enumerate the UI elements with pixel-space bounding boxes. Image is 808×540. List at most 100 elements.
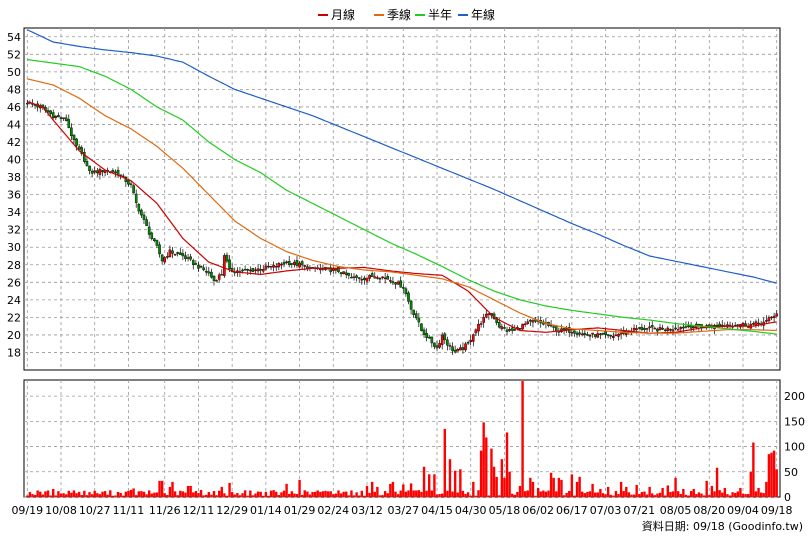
candle bbox=[274, 262, 278, 272]
volume-bar bbox=[661, 487, 664, 497]
candle-body bbox=[570, 331, 574, 334]
candle bbox=[414, 310, 418, 321]
candle bbox=[140, 208, 143, 218]
candle bbox=[217, 272, 221, 283]
volume-bar bbox=[300, 494, 304, 497]
volume-bar bbox=[168, 486, 172, 497]
candle-body bbox=[578, 332, 581, 335]
candle-body bbox=[119, 174, 122, 176]
candle-body bbox=[344, 272, 348, 275]
volume-tick-label: 100 bbox=[784, 441, 805, 454]
volume-bar bbox=[438, 494, 441, 497]
volume-bar bbox=[664, 495, 667, 497]
volume-bar bbox=[321, 491, 325, 497]
volume-bar bbox=[212, 491, 216, 497]
candle-body bbox=[111, 170, 115, 173]
candle-body bbox=[116, 169, 120, 175]
price-tick-label: 32 bbox=[7, 224, 21, 237]
candle-body bbox=[446, 339, 449, 346]
volume-bar bbox=[389, 483, 392, 497]
candle-body bbox=[350, 276, 353, 279]
price-tick-label: 48 bbox=[7, 83, 21, 96]
candle bbox=[578, 330, 581, 337]
volume-bar bbox=[461, 490, 465, 497]
volume-bar bbox=[290, 491, 293, 497]
candle bbox=[365, 277, 369, 286]
volume-bar bbox=[205, 494, 208, 497]
candle-body bbox=[168, 249, 172, 257]
volume-bar bbox=[775, 469, 778, 497]
volume-bar bbox=[697, 492, 701, 497]
candle bbox=[430, 336, 434, 348]
candle bbox=[207, 267, 211, 277]
volume-bar bbox=[599, 488, 602, 497]
candle bbox=[49, 110, 52, 117]
candle bbox=[552, 324, 555, 332]
volume-bar bbox=[329, 491, 332, 497]
candle-body bbox=[456, 349, 460, 352]
volume-bar bbox=[469, 495, 472, 497]
candle bbox=[282, 259, 286, 268]
candle-body bbox=[479, 323, 483, 325]
candle bbox=[446, 336, 449, 351]
candle-body bbox=[272, 264, 275, 268]
candle-body bbox=[334, 268, 338, 271]
volume-bar bbox=[741, 493, 745, 497]
candle-body bbox=[495, 317, 498, 323]
volume-bar bbox=[744, 494, 747, 497]
candle bbox=[453, 345, 457, 354]
candle-body bbox=[331, 268, 335, 271]
candle bbox=[674, 323, 677, 330]
candle bbox=[632, 324, 636, 333]
candle-body bbox=[531, 320, 535, 323]
volume-bar bbox=[526, 490, 529, 497]
volume-bar bbox=[368, 492, 371, 497]
candle-body bbox=[552, 326, 555, 328]
candle bbox=[127, 179, 130, 187]
candle-body bbox=[51, 112, 55, 118]
candle-body bbox=[503, 327, 506, 329]
volume-bar bbox=[220, 486, 223, 497]
price-tick-label: 46 bbox=[7, 101, 21, 114]
candle-body bbox=[62, 117, 65, 119]
candle bbox=[251, 268, 255, 273]
candle-body bbox=[580, 333, 584, 336]
candle-body bbox=[166, 256, 169, 258]
candle-body bbox=[155, 240, 159, 246]
candle-body bbox=[484, 313, 488, 318]
x-tick-label: 11/26 bbox=[149, 504, 181, 517]
candle-body bbox=[409, 300, 413, 310]
candle-body bbox=[90, 170, 94, 174]
volume-bar bbox=[391, 481, 395, 497]
candle bbox=[396, 280, 400, 285]
volume-bar bbox=[243, 490, 247, 497]
candle-body bbox=[469, 339, 473, 342]
x-tick-label: 03/12 bbox=[351, 504, 383, 517]
candle bbox=[612, 332, 615, 341]
candle bbox=[80, 145, 84, 156]
candle-body bbox=[744, 323, 747, 327]
volume-bar bbox=[713, 491, 716, 497]
volume-bar bbox=[593, 492, 597, 497]
legend-label-monthly: 月線 bbox=[331, 7, 355, 22]
volume-bar bbox=[184, 492, 187, 497]
volume-bar bbox=[456, 492, 459, 497]
candle-body bbox=[225, 254, 229, 262]
candle bbox=[189, 253, 192, 262]
candle bbox=[243, 265, 247, 271]
candle-body bbox=[741, 322, 745, 327]
candle bbox=[373, 272, 377, 279]
candle-body bbox=[612, 336, 615, 339]
candle bbox=[529, 318, 532, 326]
candle-body bbox=[404, 288, 408, 295]
candle bbox=[381, 276, 384, 280]
volume-bar bbox=[708, 495, 711, 497]
volume-bar bbox=[555, 491, 558, 497]
candle bbox=[280, 262, 283, 270]
volume-bar bbox=[215, 495, 218, 497]
candle-body bbox=[451, 346, 454, 352]
candle bbox=[300, 259, 304, 270]
candle bbox=[661, 324, 664, 331]
candle-body bbox=[676, 329, 680, 331]
volume-bar bbox=[606, 486, 610, 497]
